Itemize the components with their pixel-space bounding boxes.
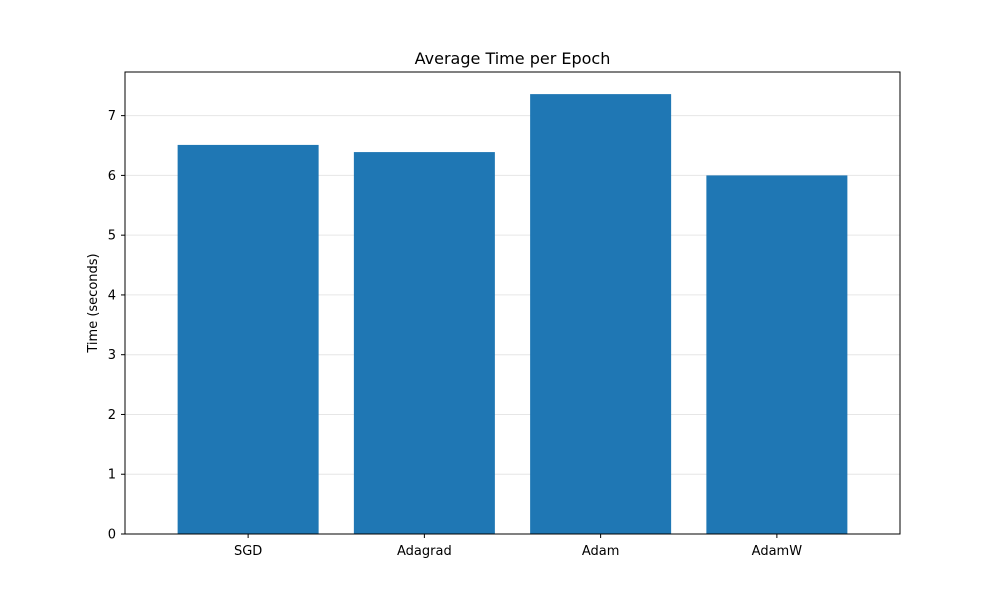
chart-title: Average Time per Epoch	[415, 49, 611, 68]
y-tick-label: 0	[108, 528, 116, 543]
y-tick-label: 2	[108, 408, 116, 423]
plot-frame	[124, 71, 901, 535]
y-axis-title: Time (seconds)	[86, 253, 101, 353]
y-tick-label: 5	[108, 229, 116, 244]
bar-adam	[530, 94, 672, 535]
x-tick-label: SGD	[234, 544, 262, 559]
bar-adagrad	[353, 152, 495, 535]
y-tick-label: 6	[108, 169, 116, 184]
bar-sgd	[177, 144, 319, 535]
x-tick-label: AdamW	[752, 544, 803, 559]
bar-adamw	[706, 175, 848, 534]
y-tick-label: 4	[108, 288, 116, 303]
y-tick-label: 7	[108, 109, 116, 124]
y-axis-ticks: 0 1 2 3 4 5 6 7	[108, 109, 125, 543]
x-tick-label: Adam	[582, 544, 620, 559]
y-tick-label: 1	[108, 468, 116, 483]
bars	[177, 94, 848, 535]
x-axis-ticks: SGD Adagrad Adam AdamW	[234, 534, 802, 559]
y-tick-label: 3	[108, 348, 116, 363]
x-tick-label: Adagrad	[397, 544, 452, 559]
